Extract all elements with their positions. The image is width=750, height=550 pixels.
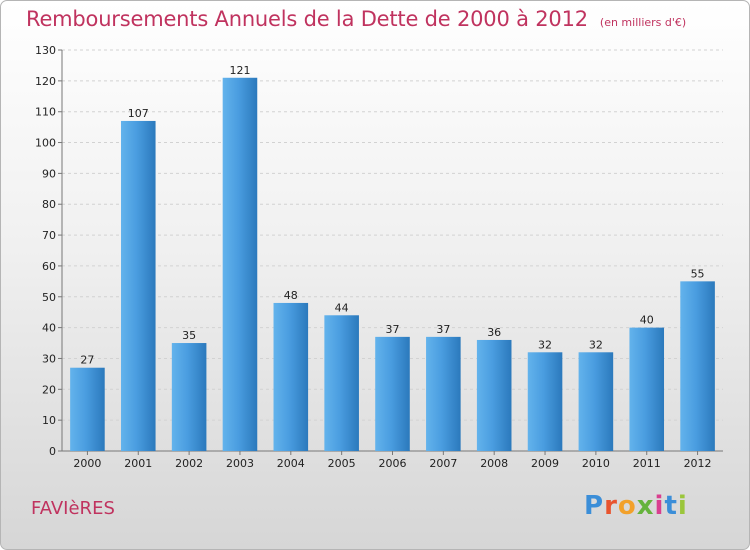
bar bbox=[426, 336, 461, 451]
logo-letter: i bbox=[654, 491, 665, 521]
x-tick-label: 2006 bbox=[379, 457, 407, 470]
labels: 0 10 20 30 40 50 60 70 80 90 100 110 120 130 27 2000 107… bbox=[35, 44, 712, 470]
bar bbox=[222, 77, 258, 451]
y-tick-label: 0 bbox=[49, 445, 56, 458]
x-tick-label: 2012 bbox=[684, 457, 712, 470]
y-tick-label: 20 bbox=[42, 383, 56, 396]
bar-value-label: 32 bbox=[589, 338, 603, 351]
x-tick-label: 2002 bbox=[175, 457, 203, 470]
logo-letter: i bbox=[677, 491, 688, 521]
x-tick-label: 2003 bbox=[226, 457, 254, 470]
bar-value-label: 55 bbox=[691, 267, 705, 280]
x-tick-label: 2008 bbox=[480, 457, 508, 470]
x-tick-label: 2009 bbox=[531, 457, 559, 470]
x-tick-label: 2001 bbox=[124, 457, 152, 470]
y-tick-label: 50 bbox=[42, 291, 56, 304]
bars bbox=[70, 77, 715, 451]
y-tick-label: 130 bbox=[35, 44, 56, 57]
bar-value-label: 48 bbox=[284, 289, 298, 302]
x-tick-label: 2010 bbox=[582, 457, 610, 470]
logo-letter: t bbox=[664, 491, 678, 521]
bar bbox=[171, 343, 207, 451]
bar bbox=[273, 302, 309, 451]
bar bbox=[70, 367, 105, 451]
chart-title: Remboursements Annuels de la Dette de 20… bbox=[26, 7, 686, 31]
logo-letter: x bbox=[636, 491, 655, 521]
bar-value-label: 40 bbox=[640, 314, 654, 327]
proxiti-logo: Proxiti bbox=[584, 491, 688, 521]
logo-letter: r bbox=[604, 491, 618, 521]
bar bbox=[324, 315, 359, 451]
bar bbox=[120, 120, 156, 451]
bar-value-label: 37 bbox=[386, 323, 400, 336]
y-tick-label: 90 bbox=[42, 167, 56, 180]
chart-unit-note: (en milliers d'€) bbox=[599, 16, 687, 29]
bar bbox=[375, 336, 410, 451]
bar bbox=[578, 352, 614, 451]
logo-letter: P bbox=[584, 491, 605, 521]
y-tick-label: 100 bbox=[35, 137, 56, 150]
y-tick-label: 80 bbox=[42, 198, 56, 211]
bar-value-label: 44 bbox=[335, 301, 349, 314]
y-tick-label: 70 bbox=[42, 229, 56, 242]
bar bbox=[527, 352, 563, 451]
x-tick-label: 2011 bbox=[633, 457, 661, 470]
y-tick-label: 120 bbox=[35, 75, 56, 88]
logo-letter: o bbox=[617, 491, 637, 521]
bar-value-label: 36 bbox=[487, 326, 501, 339]
y-tick-label: 110 bbox=[35, 106, 56, 119]
y-tick-label: 40 bbox=[42, 322, 56, 335]
y-tick-label: 30 bbox=[42, 352, 56, 365]
bar bbox=[680, 281, 715, 451]
bar-value-label: 35 bbox=[182, 329, 196, 342]
bar-value-label: 27 bbox=[80, 354, 94, 367]
chart-title-text: Remboursements Annuels de la Dette de 20… bbox=[26, 7, 588, 31]
bar bbox=[476, 339, 512, 451]
x-tick-label: 2004 bbox=[277, 457, 305, 470]
x-tick-label: 2000 bbox=[73, 457, 101, 470]
x-tick-label: 2007 bbox=[429, 457, 457, 470]
bar-value-label: 107 bbox=[128, 107, 149, 120]
bar-value-label: 121 bbox=[229, 64, 250, 77]
commune-name: FAVIèRES bbox=[31, 498, 115, 519]
x-tick-label: 2005 bbox=[328, 457, 356, 470]
bar-value-label: 37 bbox=[436, 323, 450, 336]
y-tick-label: 60 bbox=[42, 260, 56, 273]
bar-value-label: 32 bbox=[538, 338, 552, 351]
bar bbox=[629, 327, 665, 451]
y-tick-label: 10 bbox=[42, 414, 56, 427]
